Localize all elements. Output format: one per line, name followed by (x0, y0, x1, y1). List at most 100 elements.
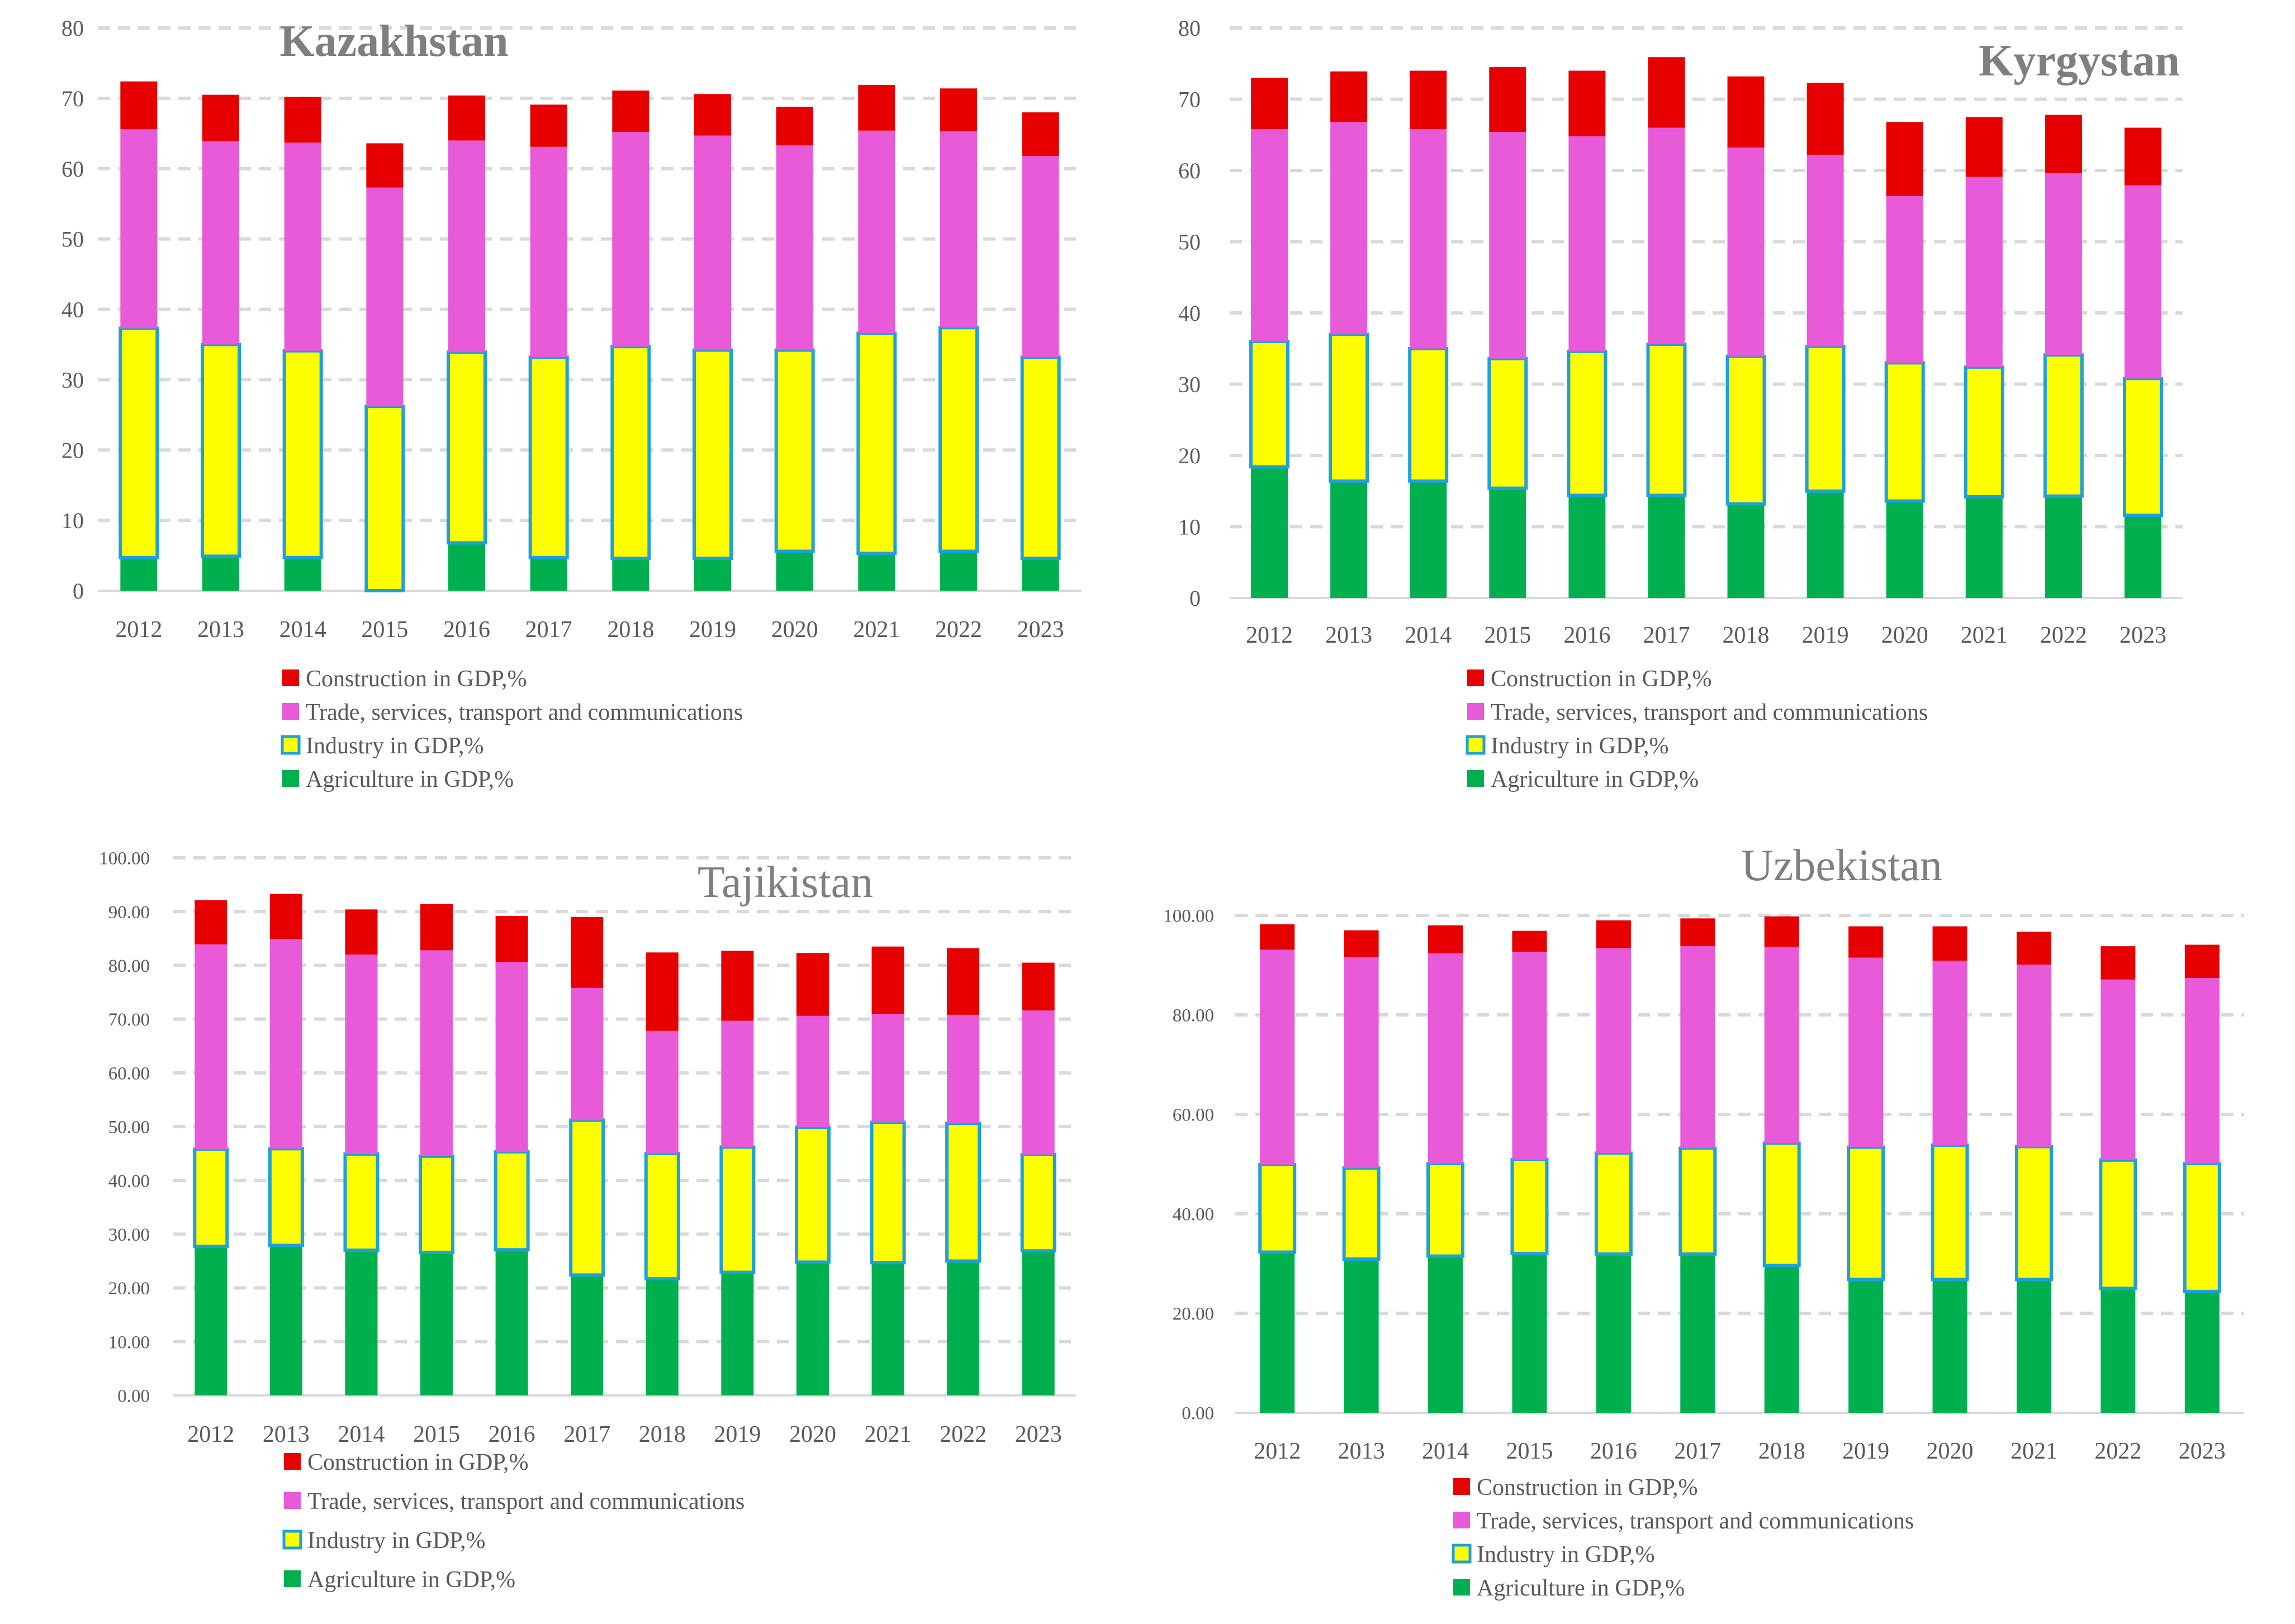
tajikistan-bar-agriculture-2021 (871, 1262, 904, 1395)
kyrgystan-bar-trade-2014 (1410, 129, 1447, 349)
kyrgystan-bar-agriculture-2013 (1330, 481, 1368, 598)
kazakhstan-bar-construction-2014 (284, 97, 321, 143)
kyrgystan-bar-agriculture-2016 (1568, 495, 1606, 598)
kyrgystan-bar-industry-2023 (2122, 377, 2163, 517)
kazakhstan-legend-swatch-industry (281, 735, 301, 755)
tajikistan-bar-construction-2018 (646, 952, 679, 1031)
kazakhstan-bar-industry-2016 (447, 350, 487, 545)
kyrgystan-bar-construction-2023 (2124, 127, 2161, 186)
tajikistan-bar-agriculture-2017 (571, 1275, 604, 1395)
uzbekistan-legend-swatch-trade (1453, 1512, 1470, 1528)
kazakhstan-xtick-label: 2015 (361, 617, 408, 643)
kyrgystan-bar-industry-2013 (1329, 333, 1369, 483)
uzbekistan-bar-trade-2014 (1428, 953, 1463, 1164)
uzbekistan-bar-construction-2017 (1680, 918, 1715, 947)
kazakhstan-legend-label-industry: Industry in GDP,% (306, 733, 484, 759)
kyrgystan-ytick-label: 50 (1178, 230, 1201, 255)
kazakhstan-xtick-label: 2014 (279, 617, 326, 643)
tajikistan-xtick-label: 2019 (714, 1422, 761, 1447)
kazakhstan-bar-construction-2016 (448, 95, 485, 141)
kyrgystan-ytick-label: 60 (1178, 158, 1201, 183)
kazakhstan-bar-trade-2023 (1022, 156, 1059, 358)
tajikistan-bar-industry-2015 (419, 1154, 455, 1255)
kyrgystan-legend-swatch-industry (1466, 735, 1486, 755)
tajikistan-bar-industry-2017 (569, 1118, 605, 1277)
kyrgystan-xtick-label: 2020 (1881, 623, 1928, 648)
tajikistan-ytick-label: 90.00 (108, 903, 150, 923)
kazakhstan-bar-construction-2022 (940, 88, 977, 132)
tajikistan-legend-label-construction: Construction in GDP,% (307, 1450, 529, 1475)
kazakhstan-ytick-label: 50 (61, 227, 84, 252)
kyrgystan-ytick-label: 10 (1178, 515, 1201, 540)
uzbekistan-bar-industry-2022 (2099, 1158, 2137, 1290)
tajikistan-bar-trade-2019 (721, 1020, 754, 1147)
kazakhstan-bar-industry-2019 (693, 348, 733, 561)
kyrgystan-bar-trade-2013 (1330, 122, 1368, 335)
kazakhstan-bar-agriculture-2018 (612, 558, 649, 591)
tajikistan-bar-industry-2012 (193, 1147, 229, 1248)
uzbekistan-bar-agriculture-2021 (2016, 1279, 2051, 1413)
tajikistan-bar-agriculture-2018 (646, 1279, 679, 1395)
kazakhstan-xtick-label: 2017 (525, 617, 572, 643)
kyrgystan-legend-label-industry: Industry in GDP,% (1491, 733, 1669, 759)
kazakhstan-bar-construction-2015 (366, 143, 404, 188)
kyrgystan-bar-trade-2022 (2045, 173, 2082, 355)
tajikistan-legend-swatch-construction (284, 1453, 301, 1470)
uzbekistan-bar-construction-2019 (1848, 926, 1884, 958)
tajikistan-bar-construction-2022 (947, 948, 980, 1015)
uzbekistan-xtick-label: 2020 (1927, 1438, 1974, 1464)
kyrgystan-xtick-label: 2021 (1961, 623, 2008, 648)
kazakhstan-legend-label-construction: Construction in GDP,% (306, 666, 527, 692)
kyrgystan-bar-industry-2019 (1805, 344, 1846, 493)
uzbekistan-bar-industry-2016 (1594, 1151, 1633, 1256)
uzbekistan-bar-trade-2017 (1680, 946, 1715, 1148)
kazakhstan-bar-construction-2017 (530, 105, 567, 147)
kazakhstan-bar-agriculture-2012 (120, 557, 158, 591)
tajikistan-legend-swatch-trade (284, 1492, 301, 1509)
kazakhstan-legend-label-trade: Trade, services, transport and communica… (306, 700, 743, 725)
uzbekistan-bar-trade-2022 (2100, 979, 2136, 1160)
kyrgystan-bar-trade-2015 (1489, 132, 1526, 359)
tajikistan-ytick-label: 70.00 (108, 1010, 150, 1030)
uzbekistan-xtick-label: 2013 (1338, 1438, 1385, 1464)
kyrgystan-xtick-label: 2017 (1643, 623, 1690, 648)
kyrgystan-ytick-label: 30 (1178, 372, 1201, 397)
kyrgystan-bar-industry-2017 (1646, 343, 1687, 497)
kazakhstan-bar-agriculture-2020 (776, 551, 813, 591)
uzbekistan-bar-industry-2015 (1510, 1157, 1549, 1256)
tajikistan-ytick-label: 10.00 (108, 1332, 150, 1352)
kyrgystan-bar-construction-2016 (1568, 70, 1606, 136)
uzbekistan-bar-construction-2018 (1764, 916, 1799, 947)
kazakhstan-bar-trade-2015 (366, 187, 404, 407)
kazakhstan-bar-industry-2015 (364, 405, 405, 593)
uzbekistan-bar-agriculture-2019 (1848, 1279, 1884, 1413)
uzbekistan-xtick-label: 2022 (2094, 1438, 2141, 1464)
uzbekistan-bar-construction-2023 (2184, 944, 2220, 979)
kazakhstan-bar-agriculture-2014 (284, 557, 321, 591)
kyrgystan-xtick-label: 2015 (1484, 623, 1531, 648)
kyrgystan-ytick-label: 0 (1189, 586, 1201, 611)
kyrgystan-ytick-label: 40 (1178, 301, 1201, 326)
kazakhstan-ytick-label: 0 (73, 578, 84, 604)
kazakhstan-bar-agriculture-2016 (448, 543, 485, 591)
tajikistan-bar-construction-2013 (269, 894, 302, 939)
kazakhstan-bar-construction-2020 (776, 106, 813, 146)
kazakhstan-xtick-label: 2013 (197, 617, 244, 643)
uzbekistan-bar-agriculture-2020 (1932, 1279, 1967, 1413)
uzbekistan-legend-swatch-construction (1453, 1478, 1470, 1495)
tajikistan-bar-industry-2014 (343, 1152, 380, 1252)
kazakhstan-bar-construction-2012 (120, 81, 158, 130)
kazakhstan-bar-trade-2020 (776, 145, 813, 350)
tajikistan-legend-swatch-agriculture (284, 1570, 301, 1587)
kyrgystan-bar-agriculture-2019 (1806, 491, 1844, 598)
kyrgystan-bar-agriculture-2015 (1489, 488, 1526, 598)
kazakhstan-bar-industry-2012 (118, 326, 159, 559)
uzbekistan-xtick-label: 2021 (2011, 1438, 2057, 1464)
uzbekistan-bar-trade-2021 (2016, 965, 2051, 1147)
kazakhstan-bar-trade-2019 (694, 135, 731, 350)
tajikistan-bar-trade-2020 (796, 1015, 829, 1127)
uzbekistan-bar-trade-2020 (1932, 960, 1967, 1146)
uzbekistan-xtick-label: 2023 (2179, 1438, 2226, 1464)
uzbekistan-legend-label-agriculture: Agriculture in GDP,% (1477, 1575, 1685, 1601)
kazakhstan-ytick-label: 30 (61, 367, 84, 392)
